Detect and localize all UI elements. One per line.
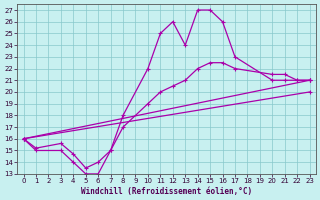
X-axis label: Windchill (Refroidissement éolien,°C): Windchill (Refroidissement éolien,°C) [81,187,252,196]
